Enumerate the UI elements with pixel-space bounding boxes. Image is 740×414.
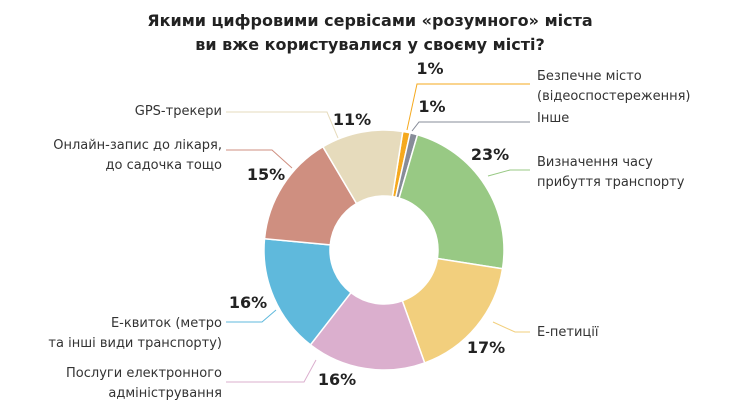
data-label-0: 1% (416, 59, 443, 78)
slices (263, 129, 505, 371)
slice-5 (263, 237, 352, 346)
data-label-5: 16% (229, 293, 267, 312)
category-label-7: GPS-трекери (135, 104, 222, 119)
chart-title-line-2: ви вже користувалися у своєму місті? (195, 35, 545, 54)
slice-4 (309, 291, 426, 371)
data-label-1: 1% (418, 97, 445, 116)
data-label-2: 23% (471, 145, 509, 164)
data-label-6: 15% (247, 165, 285, 184)
category-label-2: прибуття транспорту (537, 175, 685, 190)
leader-line-2 (487, 169, 530, 177)
category-label-4: Послуги електронного (66, 366, 222, 381)
category-label-3: Е-петиції (537, 325, 599, 340)
category-label-2: Визначення часу (537, 155, 653, 170)
category-label-1: Інше (537, 111, 569, 126)
category-label-6: Онлайн-запис до лікаря, (53, 138, 222, 153)
leader-line-6 (226, 149, 293, 169)
data-label-3: 17% (467, 338, 505, 357)
category-label-5: та інші види транспорту) (48, 336, 222, 351)
category-label-0: Безпечне місто (537, 69, 642, 84)
data-label-4: 16% (318, 370, 356, 389)
leader-line-0 (406, 83, 530, 131)
leader-line-7 (226, 111, 339, 139)
data-label-7: 11% (333, 110, 371, 129)
slice-2 (398, 133, 505, 270)
leader-line-4 (226, 359, 317, 383)
slice-3 (401, 257, 504, 364)
category-label-0: (відеоспостереження) (537, 89, 690, 104)
category-label-6: до садочка тощо (106, 158, 223, 173)
chart-title-line-1: Якими цифровими сервісами «розумного» мі… (147, 11, 592, 30)
category-label-4: адміністрування (108, 386, 222, 401)
leader-line-5 (226, 309, 277, 323)
category-label-5: Е-квиток (метро (111, 316, 222, 331)
labels: 1% Безпечне місто (відеоспостереження) 1% Ін… (48, 59, 690, 401)
slice-7 (321, 129, 404, 205)
leader-line-1 (411, 121, 530, 132)
leader-lines (226, 83, 530, 383)
leader-line-3 (492, 321, 530, 333)
